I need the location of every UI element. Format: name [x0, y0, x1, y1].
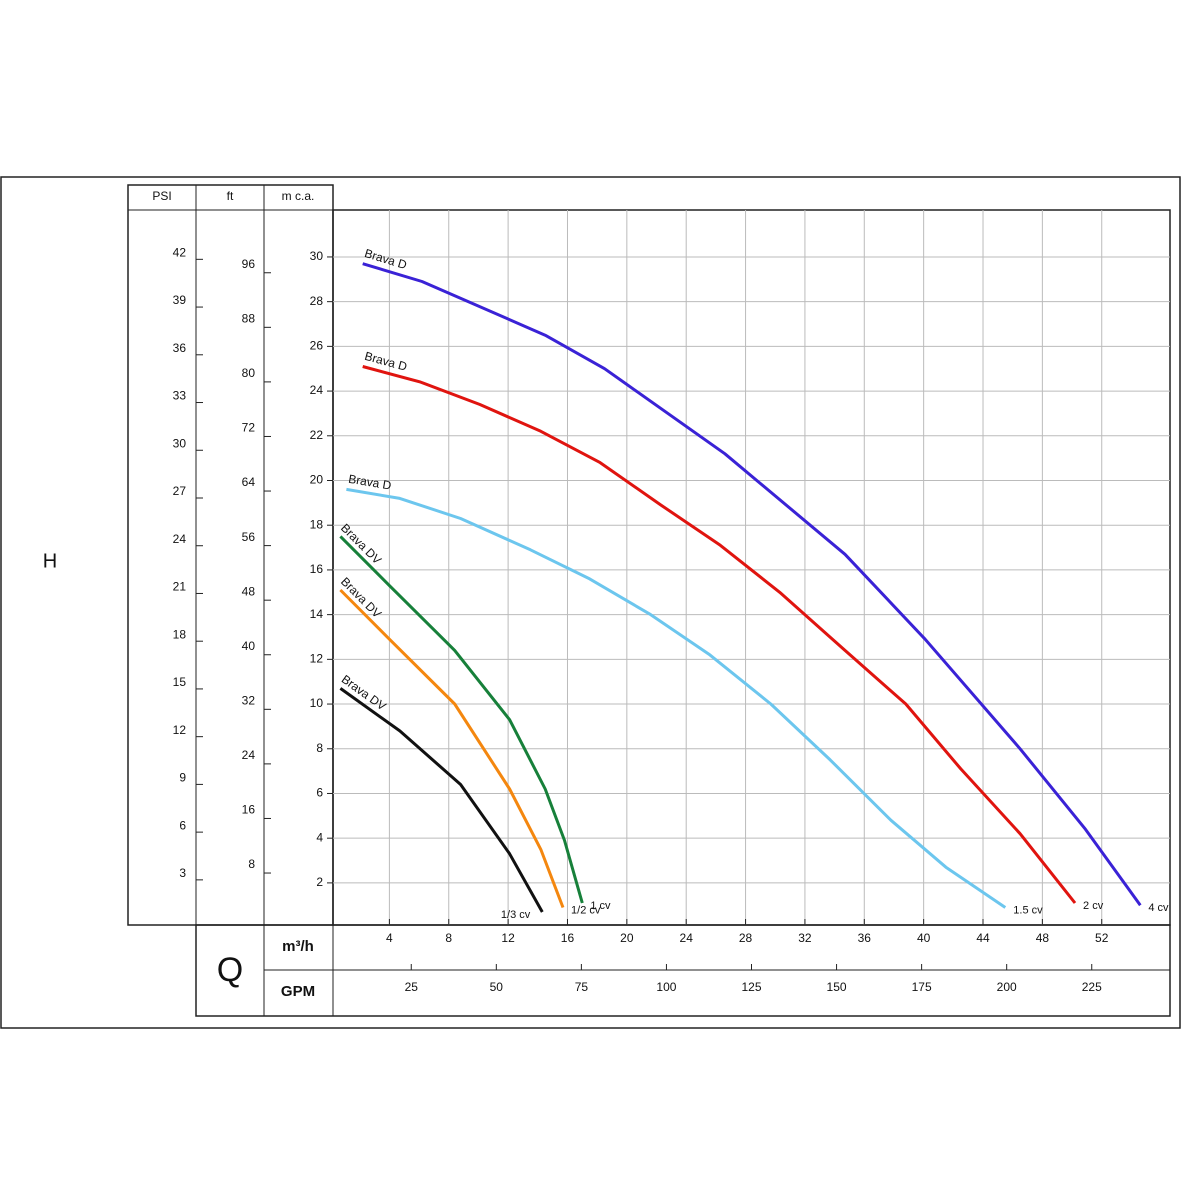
ft-tick-label: 16	[242, 803, 256, 817]
ft-tick-label: 56	[242, 530, 256, 544]
x-tick-label: 28	[739, 931, 753, 945]
y-tick-label: 20	[310, 473, 324, 487]
y-tick-label: 26	[310, 339, 324, 353]
gpm-tick-label: 125	[741, 980, 761, 994]
x-title: Q	[217, 951, 243, 989]
psi-tick-label: 9	[179, 771, 186, 785]
ft-tick-label: 24	[242, 748, 256, 762]
gpm-tick-label: 225	[1082, 980, 1102, 994]
y-tick-label: 16	[310, 562, 324, 576]
y-title: H	[43, 550, 57, 572]
curve-power-label: 2 cv	[1083, 900, 1104, 912]
psi-tick-label: 42	[173, 245, 187, 259]
x-tick-label: 24	[680, 931, 694, 945]
gpm-label: GPM	[281, 983, 315, 1000]
y-tick-label: 10	[310, 696, 324, 710]
psi-tick-label: 6	[179, 818, 186, 832]
x-tick-label: 32	[798, 931, 812, 945]
ft-tick-label: 40	[242, 639, 256, 653]
x-tick-label: 40	[917, 931, 931, 945]
y-tick-label: 8	[316, 741, 323, 755]
y-tick-label: 28	[310, 294, 324, 308]
curve-model-label: Brava D	[363, 246, 409, 272]
curve-model-label: Brava DV	[338, 521, 384, 567]
curve-model-label: Brava DV	[338, 575, 384, 621]
pump-curve	[339, 535, 584, 904]
gpm-tick-label: 175	[912, 980, 932, 994]
psi-tick-label: 33	[173, 389, 187, 403]
psi-tick-label: 12	[173, 723, 187, 737]
psi-tick-label: 30	[173, 436, 187, 450]
ft-tick-label: 88	[242, 311, 256, 325]
gpm-tick-label: 200	[997, 980, 1017, 994]
x-tick-label: 48	[1036, 931, 1050, 945]
gpm-tick-label: 25	[405, 980, 419, 994]
x-tick-label: 12	[501, 931, 515, 945]
ft-tick-label: 8	[248, 857, 255, 871]
pump-curve	[339, 687, 544, 913]
pump-curve	[339, 588, 565, 909]
plot-frame	[332, 209, 1171, 926]
ft-tick-label: 64	[242, 475, 256, 489]
y-tick-label: 18	[310, 517, 324, 531]
x-tick-label: 16	[561, 931, 575, 945]
y-label: m c.a.	[282, 189, 315, 203]
psi-tick-label: 3	[179, 866, 186, 880]
y-tick-label: 24	[310, 383, 324, 397]
psi-tick-label: 39	[173, 293, 187, 307]
ft-tick-label: 48	[242, 584, 256, 598]
gpm-tick-label: 150	[827, 980, 847, 994]
x-label: m³/h	[282, 938, 314, 955]
gpm-tick-label: 50	[490, 980, 504, 994]
x-tick-label: 44	[976, 931, 990, 945]
ft-tick-label: 72	[242, 421, 256, 435]
curve-power-label: 1.5 cv	[1013, 904, 1043, 916]
curve-model-label: Brava D	[363, 349, 409, 374]
psi-tick-label: 15	[173, 675, 187, 689]
ft-label: ft	[227, 189, 234, 203]
y-tick-label: 14	[310, 607, 324, 621]
y-tick-label: 30	[310, 249, 324, 263]
psi-label: PSI	[152, 189, 171, 203]
y-tick-label: 2	[316, 875, 323, 889]
psi-tick-label: 27	[173, 484, 187, 498]
x-tick-label: 52	[1095, 931, 1109, 945]
psi-tick-label: 21	[173, 580, 187, 594]
ft-tick-label: 96	[242, 257, 256, 271]
pump-curve	[346, 487, 1007, 909]
curve-power-label: 1/2 cv	[571, 904, 601, 916]
y-tick-label: 12	[310, 652, 324, 666]
gpm-tick-label: 100	[656, 980, 676, 994]
outer-frame	[0, 176, 1181, 1029]
y-tick-label: 4	[316, 830, 323, 844]
ft-tick-label: 32	[242, 693, 256, 707]
pump-curve	[362, 262, 1142, 907]
x-tick-label: 8	[445, 931, 452, 945]
curve-power-label: 4 cv	[1148, 902, 1169, 914]
psi-tick-label: 18	[173, 627, 187, 641]
pump-curve	[362, 365, 1077, 904]
y-tick-label: 6	[316, 786, 323, 800]
gpm-tick-label: 75	[575, 980, 589, 994]
curve-power-label: 1 cv	[590, 900, 611, 912]
x-tick-label: 20	[620, 931, 634, 945]
ft-tick-label: 80	[242, 366, 256, 380]
curve-power-label: 1/3 cv	[501, 909, 531, 921]
psi-tick-label: 36	[173, 341, 187, 355]
psi-tick-label: 24	[173, 532, 187, 546]
x-tick-label: 36	[858, 931, 872, 945]
y-tick-label: 22	[310, 428, 324, 442]
x-tick-label: 4	[386, 931, 393, 945]
left-panel	[127, 184, 334, 926]
